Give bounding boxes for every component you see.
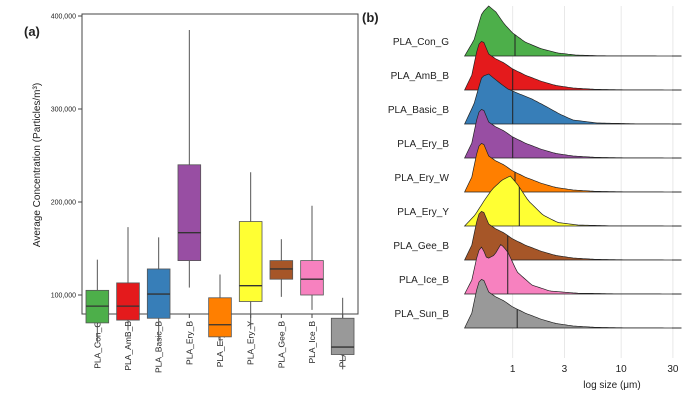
panel-a-y-axis-title: Average Concentration (Particles/m³): [32, 83, 43, 247]
box-iqr: [300, 260, 324, 296]
ridge-label: PLA_Ery_W: [395, 173, 450, 184]
box-pla-con-g: [85, 259, 110, 344]
y-tick-label: 300,000: [51, 107, 76, 114]
x-tick-label: 3: [562, 364, 568, 375]
ridge-area: [464, 243, 682, 295]
ridge-label: PLA_Ice_B: [399, 275, 449, 286]
ridge-area: [463, 5, 682, 57]
box-pla-ery-w: [208, 274, 232, 346]
panel-b-axes: 1 3 10 30 PLA_Con_G PLA_AmB_B PLA_Basic_B PLA_E…: [388, 37, 679, 375]
y-tick-label: 400,000: [51, 14, 76, 21]
panel-b-x-axis-title: log size (μm): [583, 380, 640, 391]
ridge-area: [464, 108, 682, 159]
ridge-label: PLA_Ery_Y: [397, 207, 449, 218]
panel-a-boxes: [85, 29, 355, 370]
box-pla-ery-b: [177, 29, 202, 288]
y-tick-label: 200,000: [51, 200, 76, 207]
panel-a: (a) Average Concentration (Particles/m³)…: [24, 13, 359, 373]
x-category-label: PLA_Gee_B: [276, 321, 286, 369]
box-iqr: [238, 221, 263, 302]
ridge-pla-sun-b: [464, 278, 682, 329]
x-category-label: PLA_Ery_Y: [246, 321, 256, 365]
ridge-label: PLA_Con_G: [393, 37, 449, 48]
box-iqr: [330, 317, 355, 355]
x-category-label: PLA_Con_G: [92, 321, 102, 369]
ridge-label: PLA_AmB_B: [391, 71, 450, 82]
x-category-label: PLA_Ery_B: [184, 321, 194, 365]
box-pla-ery-y: [238, 172, 263, 330]
panel-b: (b) 1 3 10 30 PLA_Con_G PLA_AmB_B PLA_Basic_B P…: [362, 5, 682, 391]
ridge-pla-ery-y: [463, 175, 682, 227]
x-tick-label: 10: [616, 364, 628, 375]
ridge-pla-basic-b: [464, 73, 682, 125]
ridge-label: PLA_Gee_B: [393, 241, 449, 252]
ridge-pla-ice-b: [464, 243, 682, 295]
ridge-pla-ery-b: [464, 108, 682, 159]
box-iqr: [177, 164, 202, 261]
x-tick-label: 30: [667, 364, 679, 375]
box-iqr: [269, 260, 294, 280]
ridge-area: [464, 278, 682, 329]
ridge-area: [464, 210, 682, 261]
ridge-label: PLA_Sun_B: [395, 309, 450, 320]
ridge-pla-amb-b: [464, 40, 682, 91]
box-iqr: [116, 282, 140, 321]
y-tick-label: 100,000: [51, 293, 76, 300]
ridge-pla-con-g: [463, 5, 682, 57]
x-category-label: PLA_Ice_B: [307, 321, 317, 364]
panel-a-label: (a): [24, 24, 40, 39]
ridge-area: [464, 142, 682, 193]
x-category-label: PLA_AmB_B: [123, 321, 133, 371]
box-iqr: [208, 297, 232, 338]
ridge-area: [464, 73, 682, 125]
ridge-area: [464, 40, 682, 91]
x-category-label: PLA_Basic_B: [154, 321, 164, 373]
ridge-label: PLA_Basic_B: [388, 105, 449, 116]
box-pla-amb-b: [116, 227, 140, 331]
panel-b-ridges: [463, 5, 682, 329]
box-pla-basic-b: [146, 237, 171, 342]
panel-b-label: (b): [362, 10, 379, 25]
box-pla-ice-b: [300, 205, 324, 310]
box-pla-sun-b: [330, 297, 355, 370]
x-tick-label: 1: [510, 364, 516, 375]
ridge-label: PLA_Ery_B: [397, 139, 449, 150]
box-pla-gee-b: [269, 239, 294, 297]
